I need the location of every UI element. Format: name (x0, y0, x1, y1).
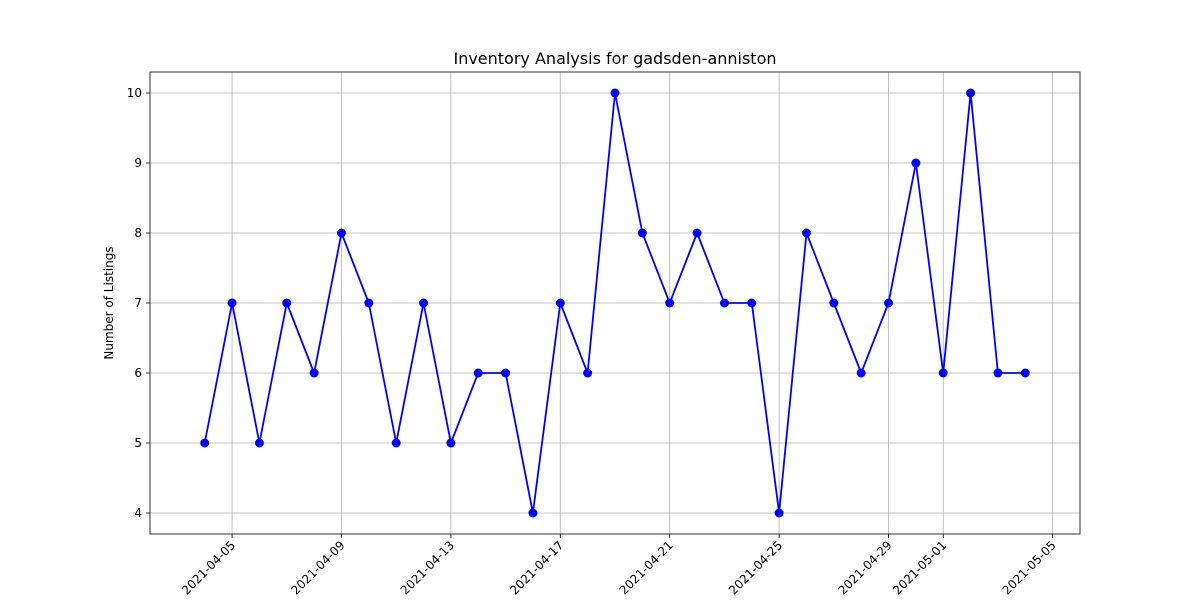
data-point (938, 368, 948, 378)
data-point (993, 368, 1003, 378)
data-point (555, 298, 565, 308)
x-tick-label: 2021-04-13 (398, 538, 457, 597)
y-axis: 4 5 6 7 8 9 10 (127, 86, 150, 520)
data-point (391, 438, 401, 448)
data-point (774, 508, 784, 518)
data-point (801, 228, 811, 238)
y-tick-label: 8 (134, 226, 142, 240)
y-tick-label: 10 (127, 86, 142, 100)
data-point (282, 298, 292, 308)
data-point (856, 368, 866, 378)
x-tick-label: 2021-04-21 (617, 538, 676, 597)
data-point (473, 368, 483, 378)
x-axis: 2021-04-05 2021-04-09 2021-04-13 2021-04-17… (179, 534, 1059, 597)
data-point (446, 438, 456, 448)
data-point (501, 368, 511, 378)
x-tick-label: 2021-04-09 (288, 538, 347, 597)
y-tick-label: 7 (134, 296, 142, 310)
y-tick-label: 9 (134, 156, 142, 170)
data-point (610, 88, 620, 98)
data-point (254, 438, 264, 448)
data-point (692, 228, 702, 238)
data-point (583, 368, 593, 378)
data-point (665, 298, 675, 308)
data-point (419, 298, 429, 308)
data-point (227, 298, 237, 308)
x-tick-label: 2021-04-17 (507, 538, 566, 597)
data-point (911, 158, 921, 168)
data-point (336, 228, 346, 238)
y-axis-label: Number of Listings (102, 246, 116, 359)
data-point (966, 88, 976, 98)
x-tick-label: 2021-05-05 (1000, 538, 1059, 597)
data-points (200, 88, 1030, 518)
x-tick-label: 2021-04-05 (179, 538, 238, 597)
data-point (884, 298, 894, 308)
chart-title: Inventory Analysis for gadsden-anniston (453, 49, 776, 68)
data-point (719, 298, 729, 308)
data-point (829, 298, 839, 308)
data-point (528, 508, 538, 518)
y-tick-label: 4 (134, 506, 142, 520)
x-tick-label: 2021-04-29 (835, 538, 894, 597)
data-point (747, 298, 757, 308)
data-point (309, 368, 319, 378)
y-tick-label: 5 (134, 436, 142, 450)
x-tick-label: 2021-05-01 (890, 538, 949, 597)
x-tick-label: 2021-04-25 (726, 538, 785, 597)
data-point (637, 228, 647, 238)
y-tick-label: 6 (134, 366, 142, 380)
data-point (200, 438, 210, 448)
data-point (364, 298, 374, 308)
data-point (1020, 368, 1030, 378)
